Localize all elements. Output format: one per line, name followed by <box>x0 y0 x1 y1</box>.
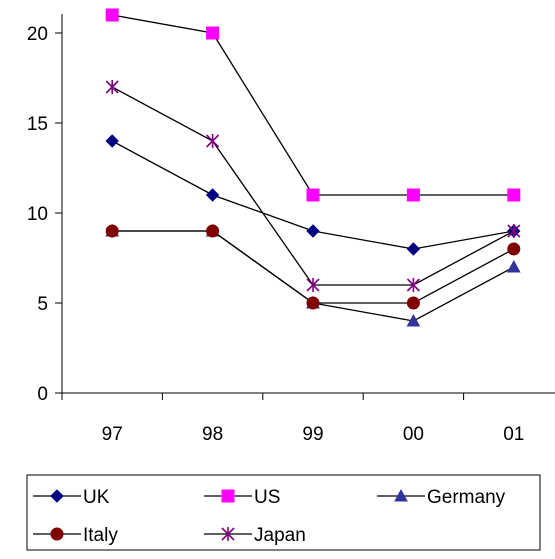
y-tick-label: 20 <box>27 24 48 45</box>
data-point <box>306 296 320 310</box>
series-italy <box>105 224 521 310</box>
data-point <box>507 188 521 202</box>
data-point <box>406 242 421 256</box>
legend-item-italy: Italy <box>33 525 118 546</box>
legend-item-us: US <box>204 487 280 508</box>
data-point <box>406 278 420 292</box>
x-tick-label: 97 <box>102 424 123 445</box>
data-point <box>206 134 220 148</box>
data-point <box>105 80 119 94</box>
legend-label: UK <box>83 487 110 508</box>
chart-legend: UK US Germany Italy Japan <box>26 474 541 551</box>
data-point <box>406 296 420 310</box>
legend-label: Germany <box>427 487 506 508</box>
x-tick-label: 99 <box>302 424 323 445</box>
data-point <box>105 8 119 22</box>
data-point <box>206 26 220 40</box>
data-point <box>306 188 320 202</box>
series-line <box>112 14 514 196</box>
x-tick-label: 01 <box>503 424 524 445</box>
y-tick-label: 0 <box>37 384 48 405</box>
data-point <box>406 313 421 327</box>
legend-box <box>26 474 541 551</box>
data-point <box>306 224 320 238</box>
data-point <box>507 224 521 238</box>
data-point <box>406 188 420 202</box>
legend-marker <box>221 527 235 541</box>
x-tick-label: 00 <box>403 424 424 445</box>
legend-item-germany: Germany <box>377 487 506 508</box>
series-line <box>111 86 515 286</box>
data-point <box>507 242 521 256</box>
y-tick-label: 15 <box>27 114 48 135</box>
chart-axes: 0 5 10 15 20 97 98 99 00 01 <box>27 14 555 445</box>
chart-series <box>105 8 521 327</box>
data-point <box>306 278 320 292</box>
legend-label: Italy <box>83 525 118 546</box>
legend-label: Japan <box>254 525 306 546</box>
data-point <box>206 224 220 238</box>
data-point <box>205 188 220 202</box>
legend-marker <box>394 488 408 502</box>
data-point <box>105 134 119 148</box>
legend-marker <box>50 527 64 541</box>
legend-item-japan: Japan <box>204 525 306 546</box>
x-tick-label: 98 <box>202 424 223 445</box>
legend-item-uk: UK <box>33 487 110 508</box>
data-point <box>105 224 119 238</box>
data-point <box>506 259 521 273</box>
legend-label: US <box>254 487 280 508</box>
legend-marker <box>50 489 64 503</box>
y-tick-label: 10 <box>27 204 48 225</box>
series-us <box>105 8 521 202</box>
series-japan <box>105 80 521 292</box>
y-tick-label: 5 <box>37 294 48 315</box>
series-germany <box>105 223 521 327</box>
legend-marker <box>221 489 235 503</box>
